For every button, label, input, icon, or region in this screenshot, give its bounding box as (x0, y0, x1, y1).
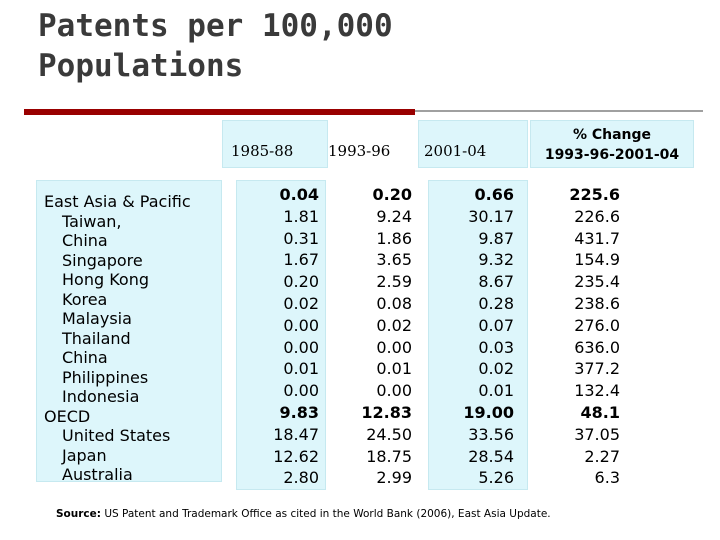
table-cell: 0.01 (478, 381, 514, 401)
row-label: China (62, 231, 108, 250)
row-label: China (62, 348, 108, 367)
table-cell: 2.80 (283, 468, 319, 488)
row-label: Australia (62, 465, 133, 484)
table-cell: 0.02 (376, 315, 412, 335)
table-cell: 2.99 (376, 468, 412, 488)
table-cell: 6.3 (594, 468, 620, 488)
table-cell: 0.00 (376, 337, 412, 357)
table-cell: 0.20 (372, 185, 412, 204)
table-cell: 0.01 (283, 359, 319, 379)
row-label: Malaysia (62, 309, 132, 328)
row-label: Japan (62, 445, 107, 465)
row-label: Korea (62, 289, 108, 309)
table-cell: 0.31 (283, 228, 319, 248)
row-label: Taiwan, (62, 211, 122, 231)
row-label: Singapore (62, 250, 143, 270)
values-2001-04: 0.66 30.17 9.87 9.32 8.67 0.28 0.07 0.03 0.02 0.0… (428, 184, 514, 489)
header-2001-04: 2001-04 (424, 142, 487, 160)
table-cell: 0.66 (474, 185, 514, 204)
row-label: United States (62, 426, 171, 445)
header-percent-change: % Change 1993-96-2001-04 (532, 125, 692, 165)
table-cell: 1.81 (283, 206, 319, 226)
column-2001-04-box (428, 180, 528, 490)
table-cell: 1.67 (283, 250, 319, 270)
header-cell-1985-88 (222, 120, 328, 168)
table-cell: 154.9 (574, 250, 620, 270)
values-1985-88: 0.04 1.81 0.31 1.67 0.20 0.02 0.00 0.00 0.01 0.00… (236, 184, 319, 489)
table-cell: 8.67 (478, 272, 514, 292)
table-cell: 0.28 (478, 293, 514, 313)
table-cell: 30.17 (468, 206, 514, 226)
table-cell: 12.62 (273, 446, 319, 466)
row-label: OECD (44, 406, 91, 426)
values-1993-96: 0.20 9.24 1.86 3.65 2.59 0.08 0.02 0.00 0.01 0.00… (330, 184, 412, 489)
row-label: Indonesia (62, 387, 140, 406)
table-cell: 2.59 (376, 272, 412, 292)
table-cell: 9.32 (478, 250, 514, 270)
table-cell: 33.56 (468, 424, 514, 444)
row-label: Thailand (62, 328, 131, 348)
table-cell: 0.08 (376, 293, 412, 313)
slide-title: Patents per 100,000 Populations (38, 6, 393, 86)
source-note: Source: US Patent and Trademark Office a… (56, 508, 551, 520)
table-cell: 132.4 (574, 381, 620, 401)
table-cell: 0.04 (279, 185, 319, 204)
table-cell: 0.00 (376, 381, 412, 401)
table-cell: 0.02 (478, 359, 514, 379)
title-line-1: Patents per 100,000 (38, 8, 393, 44)
table-cell: 225.6 (569, 185, 620, 204)
table-cell: 24.50 (366, 424, 412, 444)
table-cell: 3.65 (376, 250, 412, 270)
table-cell: 1.86 (376, 228, 412, 248)
title-line-2: Populations (38, 48, 244, 84)
table-cell: 5.26 (478, 468, 514, 488)
table-cell: 9.83 (279, 402, 319, 422)
row-label: Hong Kong (62, 270, 149, 289)
values-percent-change: 225.6 226.6 431.7 154.9 235.4 238.6 276.0 636.0… (540, 184, 620, 489)
source-label: Source: (56, 508, 101, 520)
table-cell: 48.1 (580, 402, 620, 422)
table-cell: 9.87 (478, 228, 514, 248)
header-1993-96: 1993-96 (328, 142, 391, 160)
table-cell: 12.83 (361, 402, 412, 422)
table-cell: 235.4 (574, 272, 620, 292)
header-change-line-1: % Change (572, 127, 652, 143)
table-cell: 636.0 (574, 337, 620, 357)
row-label: East Asia & Pacific (44, 192, 191, 211)
header-cell-2001-04 (418, 120, 528, 168)
header-cell-change (530, 120, 694, 168)
label-column-box (36, 180, 222, 482)
row-labels: East Asia & Pacific Taiwan, China Singapore… (44, 192, 191, 485)
table-cell: 18.75 (366, 446, 412, 466)
table-cell: 0.00 (283, 381, 319, 401)
table-cell: 9.24 (376, 206, 412, 226)
table-cell: 0.20 (283, 272, 319, 292)
source-text: US Patent and Trademark Office as cited … (100, 508, 551, 520)
table-cell: 0.02 (283, 293, 319, 313)
table-cell: 0.03 (478, 337, 514, 357)
table-cell: 37.05 (574, 424, 620, 444)
table-cell: 28.54 (468, 446, 514, 466)
table-cell: 18.47 (273, 424, 319, 444)
table-cell: 0.00 (283, 337, 319, 357)
table-cell: 19.00 (463, 402, 514, 422)
header-1985-88: 1985-88 (231, 142, 294, 160)
row-label: Philippines (62, 367, 149, 387)
header-change-line-2: 1993-96-2001-04 (544, 147, 680, 163)
table-cell: 238.6 (574, 293, 620, 313)
column-1985-88-box (236, 180, 326, 490)
table-cell: 276.0 (574, 315, 620, 335)
table-cell: 2.27 (584, 446, 620, 466)
table-cell: 377.2 (574, 359, 620, 379)
accent-rule (24, 109, 415, 115)
table-cell: 0.00 (283, 315, 319, 335)
table-cell: 431.7 (574, 228, 620, 248)
table-cell: 0.07 (478, 315, 514, 335)
divider-rule (415, 110, 703, 112)
table-cell: 0.01 (376, 359, 412, 379)
table-cell: 226.6 (574, 206, 620, 226)
